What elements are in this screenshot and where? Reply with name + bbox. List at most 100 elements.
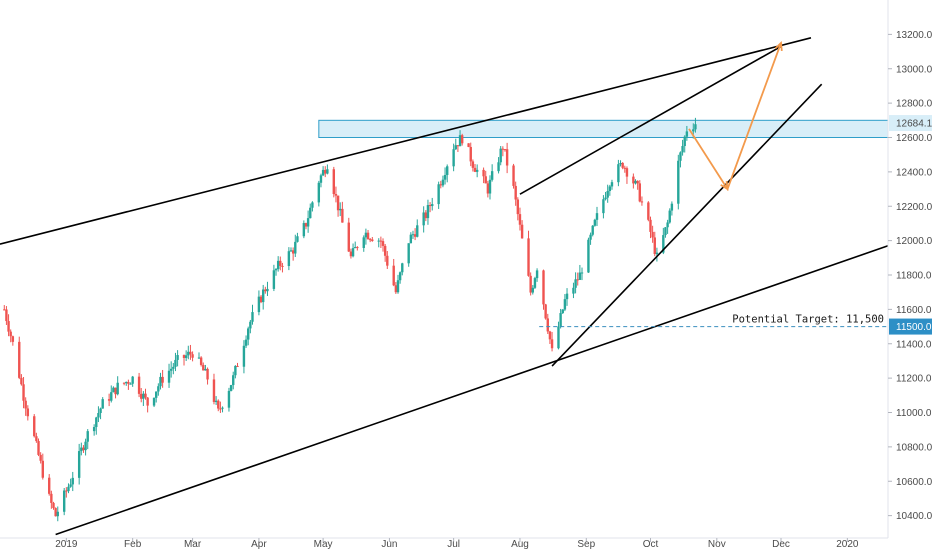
candle-body-6: [20, 377, 23, 385]
candle-body-41: [125, 381, 128, 384]
candle-body-73: [219, 408, 222, 410]
candle-body-77: [232, 375, 235, 386]
candle-body-222: [666, 222, 669, 228]
candle-body-134: [401, 263, 404, 273]
candle-body-130: [392, 265, 395, 286]
candle-body-96: [289, 250, 293, 252]
candle-body-198: [593, 219, 597, 226]
candle-body-64: [191, 354, 194, 358]
x-tick-label-6: Jul: [447, 539, 460, 550]
candle-body-55: [167, 370, 171, 383]
candle-body-80: [242, 345, 246, 367]
candle-body-79: [236, 365, 239, 367]
candle-body-190: [572, 287, 575, 294]
candle-body-132: [396, 280, 400, 293]
target-price-badge-label: 11500.0: [896, 322, 932, 333]
candle-body-35: [107, 399, 111, 401]
y-tick-label-6: 12000.0: [896, 236, 932, 247]
candle-body-215: [647, 202, 650, 220]
candle-body-177: [531, 287, 534, 293]
candle-body-103: [309, 207, 312, 219]
projection-arrowhead-down: [720, 181, 729, 191]
candle-body-43: [129, 383, 132, 385]
candle-body-42: [127, 381, 130, 384]
candle-body-16: [50, 493, 53, 503]
candle-body-183: [548, 331, 552, 340]
candle-body-101: [304, 223, 308, 227]
candle-body-171: [514, 185, 517, 200]
candle-body-205: [617, 164, 620, 183]
lower-channel-trendline: [55, 245, 889, 536]
candle-body-224: [670, 203, 674, 211]
candle-body-32: [97, 413, 100, 418]
candle-body-116: [349, 251, 353, 257]
candle-body-154: [460, 135, 464, 144]
candle-body-139: [416, 225, 419, 237]
candle-body-59: [176, 355, 179, 360]
candle-body-131: [394, 285, 398, 293]
candle-body-229: [685, 131, 689, 137]
candle-body-94: [281, 265, 284, 267]
candle-body-61: [184, 355, 188, 358]
candle-body-122: [366, 232, 370, 240]
candle-body-45: [137, 376, 141, 394]
candle-body-230: [692, 129, 695, 132]
candle-body-137: [411, 234, 415, 236]
candle-body-125: [377, 240, 380, 242]
candle-body-200: [602, 199, 605, 214]
candle-body-3: [9, 331, 12, 337]
candle-body-28: [84, 441, 87, 451]
candle-body-151: [454, 145, 457, 150]
wedge-lower-trendline: [551, 83, 823, 367]
x-tick-label-11: Dec: [772, 539, 790, 550]
candle-body-212: [636, 180, 639, 184]
x-tick-label-8: Sep: [577, 539, 595, 550]
candle-body-47: [142, 393, 145, 399]
candle-body-193: [578, 272, 582, 280]
x-tick-label-3: Apr: [251, 539, 267, 550]
wedge-upper-trendline: [519, 45, 782, 195]
candle-body-29: [86, 431, 89, 442]
y-tick-label-9: 11400.0: [896, 339, 932, 350]
candle-body-197: [591, 225, 594, 235]
candle-body-203: [608, 186, 612, 192]
candle-body-226: [679, 152, 682, 161]
candle-body-57: [172, 366, 175, 369]
candle-body-106: [319, 175, 323, 183]
y-tick-label-7: 11800.0: [896, 271, 932, 282]
candle-body-184: [550, 339, 554, 349]
candle-body-207: [621, 162, 624, 168]
candle-body-213: [638, 183, 641, 202]
projection-arrowhead-up: [774, 41, 783, 52]
candle-body-109: [326, 169, 329, 174]
y-tick-label-11: 11000.0: [896, 408, 932, 419]
candle-body-67: [202, 364, 205, 371]
candle-body-136: [409, 234, 413, 244]
candle-body-52: [157, 386, 160, 392]
candle-body-48: [144, 393, 147, 398]
candle-body-53: [159, 376, 162, 387]
candle-body-50: [152, 397, 156, 406]
candle-body-49: [146, 397, 149, 406]
candle-body-82: [247, 328, 250, 340]
candle-body-118: [354, 247, 357, 249]
candle-body-8: [24, 400, 27, 409]
candle-body-13: [39, 454, 42, 461]
candle-body-221: [664, 227, 667, 236]
candle-body-186: [559, 313, 562, 327]
candle-body-99: [296, 236, 299, 242]
candle-body-107: [321, 169, 325, 176]
candle-body-56: [169, 368, 173, 371]
candle-body-157: [471, 161, 475, 168]
candle-body-40: [122, 382, 126, 384]
candle-body-68: [204, 368, 207, 371]
candle-body-83: [249, 321, 252, 329]
candle-body-30: [92, 427, 96, 432]
candle-body-135: [407, 243, 410, 264]
candle-body-27: [82, 447, 85, 451]
candle-body-95: [287, 251, 291, 267]
candle-body-129: [386, 255, 389, 266]
candle-body-19: [56, 511, 59, 517]
